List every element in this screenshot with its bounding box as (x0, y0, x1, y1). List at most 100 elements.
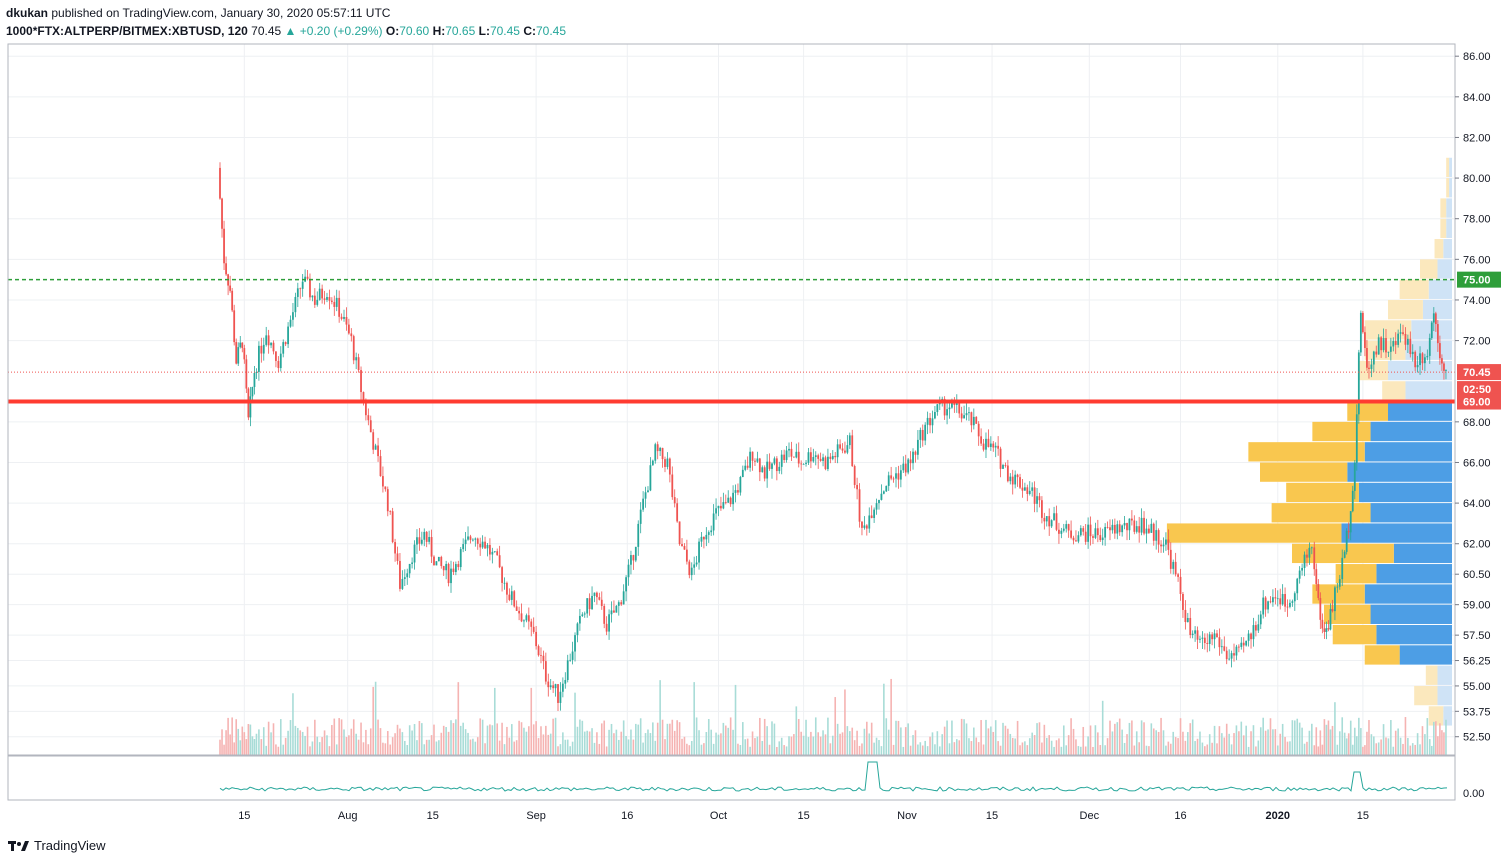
volume-bar (1165, 745, 1167, 755)
candle-body (751, 451, 754, 461)
volume-bar (430, 735, 433, 755)
volume-bar (1021, 742, 1024, 755)
volume-bar (338, 718, 340, 755)
candle-body (1075, 540, 1077, 542)
volume-bar (554, 717, 557, 755)
candle-body (958, 402, 961, 414)
x-tick-label: Nov (897, 810, 917, 822)
candle-body (1048, 516, 1051, 527)
candle-body (384, 486, 387, 490)
volume-bar (683, 736, 686, 755)
candle-body (316, 299, 319, 305)
time-axis[interactable]: 15 Aug 15 Sep 16 Oct 15 Nov 15 Dec 16 2020 15 (238, 810, 1369, 822)
price-label-text: 02:50 (1463, 384, 1491, 396)
candle-body (1077, 535, 1080, 542)
candle-body (788, 448, 790, 451)
candle-body (1366, 348, 1368, 368)
candle-body (890, 475, 893, 479)
candle-body (591, 595, 593, 610)
volume-bar (227, 717, 229, 755)
candle-body (452, 568, 455, 573)
x-tick-label: 2020 (1266, 810, 1290, 822)
volume-bar (739, 745, 742, 755)
volume-bar (350, 728, 353, 755)
volume-bar (870, 722, 873, 755)
candle-body (245, 359, 248, 389)
candle-body (301, 281, 304, 289)
volume-bar (1252, 725, 1255, 755)
volume-bar (1184, 740, 1187, 755)
volume-bar (630, 729, 632, 755)
profile-bar-down (1358, 482, 1452, 503)
volume-bar (532, 724, 535, 755)
volume-bar (953, 742, 956, 755)
volume-bar (768, 744, 771, 755)
candle-body (625, 577, 627, 592)
volume-bar (703, 743, 705, 755)
candle-body (951, 401, 953, 408)
volume-bar (965, 723, 968, 755)
candle-body (355, 357, 358, 361)
volume-bar (654, 740, 657, 755)
volume-bar (1313, 745, 1316, 755)
candle-body (267, 335, 270, 346)
volume-bar (1024, 741, 1026, 755)
tradingview-logo[interactable]: TradingView (8, 838, 106, 853)
candle-body (617, 602, 620, 606)
profile-bar-up (1414, 685, 1438, 706)
volume-bar (999, 745, 1002, 755)
candle-body (343, 317, 345, 319)
volume-bar (513, 741, 516, 755)
candle-body (442, 566, 445, 571)
volume-bar (669, 723, 671, 755)
candle-body (1389, 346, 1392, 352)
candle-body (780, 454, 783, 467)
candle-body (817, 455, 820, 459)
candle-body (1325, 628, 1328, 632)
volume-bar (917, 744, 919, 755)
volume-bar (846, 726, 849, 755)
volume-bar (907, 723, 909, 755)
candle-body (1245, 640, 1248, 646)
volume-bar (1007, 728, 1009, 755)
symbol-title[interactable]: 1000*FTX:ALTPERP/BITMEX:XBTUSD, 120 (6, 24, 248, 38)
candle-body (1262, 597, 1265, 615)
volume-bar (523, 727, 525, 755)
volume-bar (1002, 722, 1004, 755)
candle-body (946, 409, 948, 416)
volume-bar (1323, 719, 1326, 755)
candle-body (999, 448, 1002, 469)
candle-body (934, 412, 936, 419)
candle-body (294, 296, 297, 313)
candle-body (1368, 367, 1370, 369)
candle-body (362, 392, 365, 401)
price-axis[interactable]: 86.00 84.00 82.00 80.00 78.00 76.00 74.00 72.00… (1455, 51, 1491, 744)
volume-bar (681, 738, 683, 755)
volume-bar (904, 727, 907, 755)
candle-body (321, 288, 324, 299)
volume-bar (1104, 745, 1106, 755)
candle-body (1031, 487, 1034, 491)
y-tick-label: 60.50 (1463, 569, 1491, 581)
candle-body (1286, 606, 1289, 608)
volume-bar (474, 741, 477, 755)
x-tick-label: Dec (1080, 810, 1100, 822)
profile-bar-up (1166, 523, 1342, 543)
volume-bar (610, 723, 613, 755)
volume-bar (1011, 737, 1014, 755)
author-name[interactable]: dkukan (6, 6, 49, 20)
horizontal-lines[interactable] (8, 278, 1455, 404)
volume-bar (579, 719, 581, 755)
volume-bar (824, 734, 827, 755)
volume-bar (652, 722, 654, 755)
volume-bar (924, 740, 926, 755)
candle-body (1293, 593, 1296, 602)
volume-bar (841, 732, 844, 755)
candle-body (255, 371, 258, 374)
volume-bar (1445, 719, 1447, 755)
volume-bar (348, 735, 350, 755)
candle-body (484, 541, 486, 549)
volume-bar (304, 735, 306, 755)
candle-body (588, 598, 591, 610)
